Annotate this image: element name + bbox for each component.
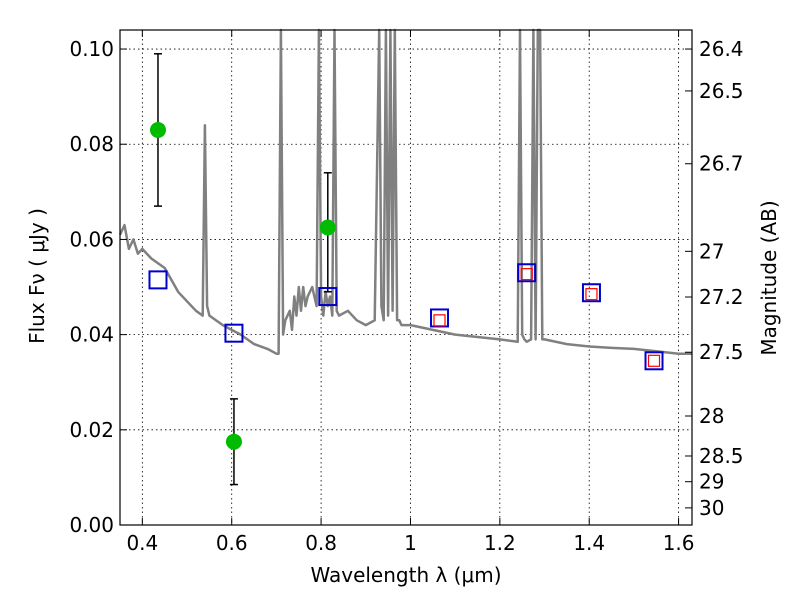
right-tick-label: 28 [699,404,724,428]
right-tick-label: 27.2 [699,285,744,309]
x-axis-ticks: 0.4 0.6 0.8 1 1.2 1.4 1.6 [126,30,695,555]
spectrum-line [118,28,692,355]
synthetic-flux-blue-square [318,287,338,307]
right-tick-label: 26.7 [699,152,744,176]
model-spectrum [118,28,692,355]
x-tick-label: 0.6 [216,531,248,555]
x-axis-title: Wavelength λ (μm) [310,563,501,587]
right-tick-label: 26.4 [699,37,744,61]
synthetic-flux-blue-square [581,283,601,303]
photometry-markers [148,53,664,486]
right-tick-label: 30 [699,496,724,520]
y-axis-ticks: 0.00 0.02 0.04 0.06 0.08 0.10 [69,37,127,537]
plot-frame [119,29,693,526]
model-flux-red-square [520,268,533,281]
observed-point [319,219,336,236]
observed-point [225,433,242,450]
y-axis-title: Flux Fν ( μJy ) [25,208,49,344]
synthetic-flux-blue-square [148,270,168,290]
synthetic-flux-blue-square [517,263,537,283]
right-tick-label: 28.5 [699,444,744,468]
x-tick-label: 1.2 [484,531,516,555]
x-tick-label: 1 [404,531,417,555]
right-tick-label: 29 [699,470,724,494]
right-tick-label: 27 [699,239,724,263]
x-tick-label: 0.8 [305,531,337,555]
y-tick-label: 0.10 [69,37,114,61]
grid [120,30,692,526]
y-tick-label: 0.00 [69,513,114,537]
x-tick-label: 1.6 [663,531,695,555]
y-tick-label: 0.06 [69,227,114,251]
synthetic-flux-blue-square [224,323,244,343]
right-axis-title: Magnitude (AB) [757,200,781,355]
x-tick-label: 1.4 [573,531,605,555]
observed-point [149,121,166,138]
x-tick-label: 0.4 [126,531,158,555]
synthetic-flux-blue-square [430,308,450,328]
model-flux-red-square [585,288,598,301]
y-tick-label: 0.04 [69,323,114,347]
model-flux-red-square [647,354,661,367]
right-tick-label: 27.5 [699,340,744,364]
y-tick-label: 0.08 [69,132,114,156]
y-tick-label: 0.02 [69,418,114,442]
right-tick-label: 26.5 [699,79,744,103]
synthetic-flux-blue-square [644,351,664,371]
model-flux-red-square [433,314,446,327]
